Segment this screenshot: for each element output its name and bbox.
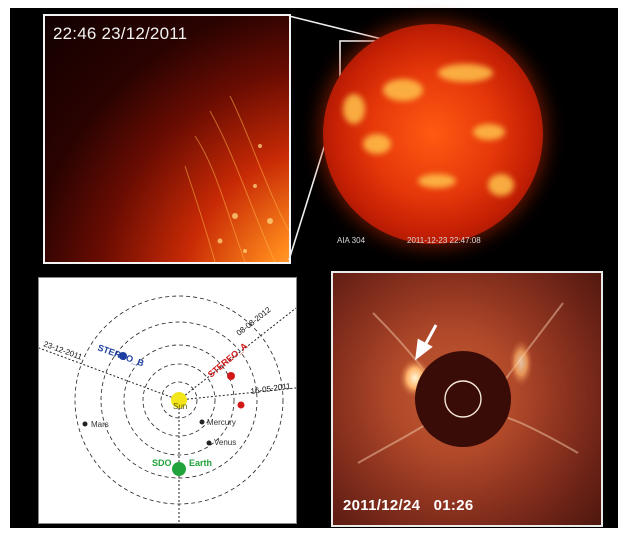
image-time-label: 2011-12-23 22:47:08 xyxy=(407,236,481,245)
date-label-red: 16-05-2011 xyxy=(250,381,292,396)
mercury-label: Mercury xyxy=(207,418,236,427)
mars-marker xyxy=(82,421,88,427)
corona-structures xyxy=(357,302,579,464)
sdo-label: SDO xyxy=(152,458,172,468)
limb-texture xyxy=(184,95,289,262)
date-label-a: 08-08-2012 xyxy=(235,305,273,338)
stereo-a-marker xyxy=(227,372,235,380)
sun-marker xyxy=(171,392,187,408)
orbit-diagram-panel: Sun STEREO_B STEREO_A 23-12-2011 08-08-2… xyxy=(38,277,297,524)
mercury-marker xyxy=(199,419,205,425)
venus-label: Venus xyxy=(214,438,236,447)
solar-disk-outline xyxy=(444,380,482,418)
zoom-inset-image: 22:46 23/12/2011 xyxy=(43,14,291,264)
stereo-b-marker xyxy=(119,352,127,360)
sun-disk-image xyxy=(323,24,543,244)
instrument-label: AIA 304 xyxy=(337,236,366,245)
earth-label: Earth xyxy=(189,458,212,468)
figure-canvas: 22:46 23/12/2011 AIA 304 2011-12-23 22:4… xyxy=(10,8,618,528)
coronagraph-image: 2011/12/24 01:26 xyxy=(331,271,603,527)
orbit-diagram: Sun STEREO_B STEREO_A 23-12-2011 08-08-2… xyxy=(38,295,297,523)
mars-label: Mars xyxy=(91,420,109,429)
sun-label: Sun xyxy=(173,402,187,411)
stereo-b-label: STEREO_B xyxy=(96,342,145,368)
venus-marker xyxy=(206,440,212,446)
coronagraph-timestamp: 2011/12/24 01:26 xyxy=(343,497,474,514)
occulter-disk xyxy=(415,351,511,447)
arrow-icon xyxy=(415,324,438,361)
red-spacecraft-marker xyxy=(237,401,245,409)
inset-timestamp: 22:46 23/12/2011 xyxy=(53,24,188,43)
date-label-b: 23-12-2011 xyxy=(42,339,83,361)
earth-marker xyxy=(172,462,186,476)
